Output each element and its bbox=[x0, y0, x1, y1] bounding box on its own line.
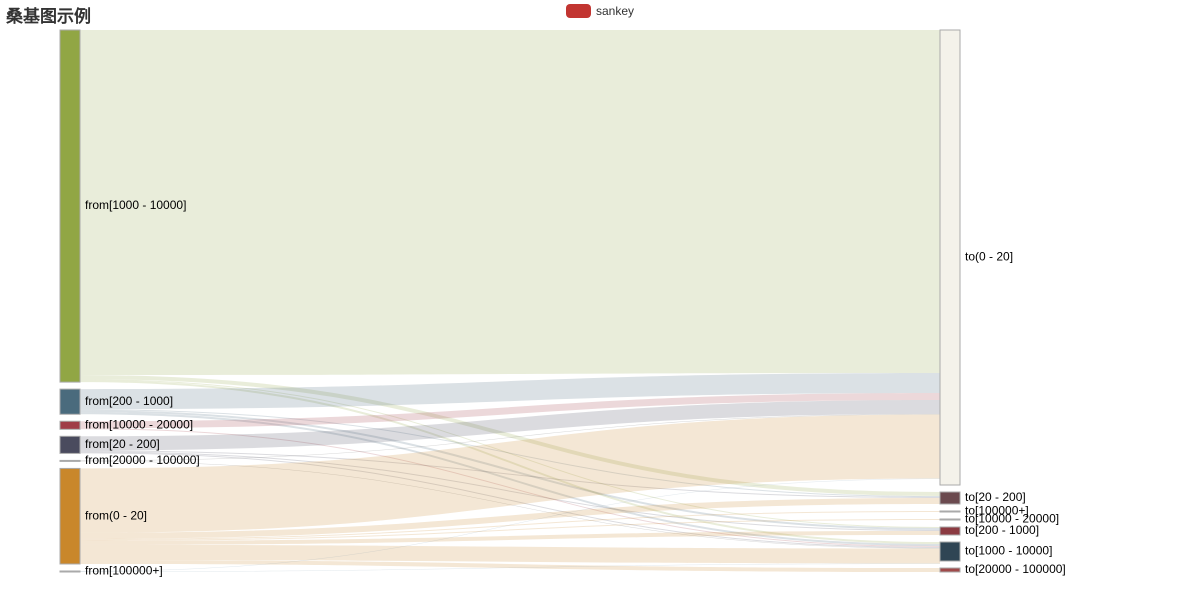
legend-label: sankey bbox=[596, 4, 635, 18]
node-from-10000-20000[interactable] bbox=[59, 420, 81, 430]
node-label-to-20-200: to[20 - 200] bbox=[965, 490, 1026, 504]
labels-layer: from[1000 - 10000] from[200 - 1000] from[1… bbox=[85, 198, 1066, 577]
node-label-to-0-20: to(0 - 20] bbox=[965, 250, 1013, 264]
link-from-20-200-to-to-200-1000[interactable] bbox=[80, 451, 940, 531]
node-from-100000[interactable] bbox=[59, 570, 81, 573]
node-label-from-20-200: from[20 - 200] bbox=[85, 437, 160, 451]
node-to-20-200[interactable] bbox=[939, 491, 961, 505]
link-from-200-1000-to-to-1000-10000[interactable] bbox=[80, 412, 940, 546]
node-label-from-20000-100000: from[20000 - 100000] bbox=[85, 453, 200, 467]
node-from-20-200[interactable] bbox=[59, 435, 81, 454]
node-from-20000-100000[interactable] bbox=[59, 459, 81, 462]
link-from-20-200-to-to-1000-10000[interactable] bbox=[80, 452, 940, 548]
link-from-0-20-to-to-200-1000[interactable] bbox=[80, 531, 940, 545]
legend-item-sankey[interactable]: sankey bbox=[566, 4, 634, 18]
link-from-200-1000-to-to-20-200[interactable] bbox=[80, 409, 940, 497]
node-from-0-20[interactable] bbox=[59, 467, 81, 565]
node-label-to-10000-20000: to[10000 - 20000] bbox=[965, 512, 1059, 526]
nodes-layer bbox=[59, 29, 961, 573]
link-from-200-1000-to-to-200-1000[interactable] bbox=[80, 410, 940, 530]
node-to-200-1000[interactable] bbox=[939, 526, 961, 536]
link-from-0-20-to-to-20-200[interactable] bbox=[80, 498, 940, 539]
node-to-20000-100000[interactable] bbox=[939, 567, 961, 573]
link-from-0-20-to-to-0-20[interactable] bbox=[80, 414, 940, 533]
link-from-200-1000-to-to-0-20[interactable] bbox=[80, 373, 940, 410]
node-label-from-100000: from[100000+] bbox=[85, 564, 163, 578]
link-from-10000-20000-to-to-1000-10000[interactable] bbox=[80, 428, 940, 547]
link-from-20000-100000-to-to-1000-10000[interactable] bbox=[80, 460, 940, 549]
node-from-200-1000[interactable] bbox=[59, 388, 81, 415]
node-label-from-1000-10000: from[1000 - 10000] bbox=[85, 198, 186, 212]
links-layer bbox=[80, 30, 940, 572]
link-from-100000-to-to-0-20[interactable] bbox=[80, 478, 940, 572]
node-label-from-0-20: from(0 - 20] bbox=[85, 508, 147, 522]
node-label-from-200-1000: from[200 - 1000] bbox=[85, 394, 173, 408]
node-to-100000[interactable] bbox=[939, 510, 961, 513]
link-from-20-200-to-to-0-20[interactable] bbox=[80, 400, 940, 451]
link-from-10000-20000-to-to-0-20[interactable] bbox=[80, 393, 940, 429]
legend-swatch bbox=[566, 4, 591, 18]
link-from-0-20-to-to-100000[interactable] bbox=[80, 511, 940, 540]
link-from-100000-to-to-1000-10000[interactable] bbox=[80, 563, 940, 573]
node-from-1000-10000[interactable] bbox=[59, 29, 81, 383]
link-from-20-200-to-to-20-200[interactable] bbox=[80, 450, 940, 498]
node-to-10000-20000[interactable] bbox=[939, 518, 961, 521]
node-label-to-20000-100000: to[20000 - 100000] bbox=[965, 562, 1066, 576]
link-from-1000-10000-to-to-200-1000[interactable] bbox=[80, 379, 940, 528]
node-label-from-10000-20000: from[10000 - 20000] bbox=[85, 417, 193, 431]
link-from-1000-10000-to-to-0-20[interactable] bbox=[80, 30, 940, 376]
link-from-0-20-to-to-20000-100000[interactable] bbox=[80, 559, 940, 572]
link-from-20000-100000-to-to-0-20[interactable] bbox=[80, 414, 940, 461]
node-label-to-200-1000: to[200 - 1000] bbox=[965, 523, 1039, 537]
link-from-0-20-to-to-1000-10000[interactable] bbox=[80, 544, 940, 564]
link-from-1000-10000-to-to-20-200[interactable] bbox=[80, 375, 940, 496]
node-to-0-20[interactable] bbox=[939, 29, 961, 486]
link-from-1000-10000-to-to-1000-10000[interactable] bbox=[80, 380, 940, 544]
node-to-1000-10000[interactable] bbox=[939, 541, 961, 562]
node-label-to-100000: to[100000+] bbox=[965, 504, 1029, 518]
link-from-0-20-to-to-10000-20000[interactable] bbox=[80, 519, 940, 541]
node-label-to-1000-10000: to[1000 - 10000] bbox=[965, 544, 1052, 558]
chart-title: 桑基图示例 bbox=[6, 7, 91, 27]
